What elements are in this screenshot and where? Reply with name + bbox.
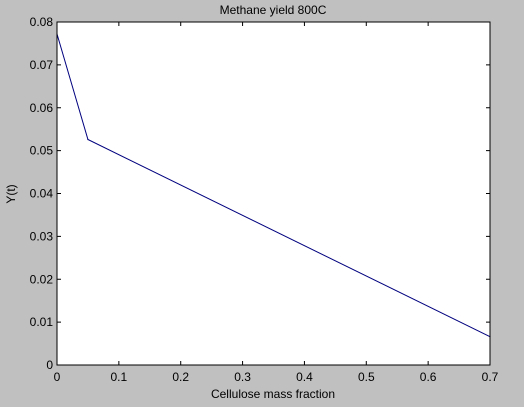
y-tick-label: 0.04 bbox=[30, 187, 54, 201]
y-tick-label: 0 bbox=[46, 358, 53, 372]
y-tick-label: 0.06 bbox=[30, 101, 54, 115]
x-tick-label: 0.4 bbox=[296, 370, 313, 384]
y-tick-label: 0.01 bbox=[30, 315, 54, 329]
axes-background bbox=[57, 22, 490, 365]
y-tick-label: 0.07 bbox=[30, 58, 54, 72]
y-tick-label: 0.05 bbox=[30, 144, 54, 158]
x-axis-label: Cellulose mass fraction bbox=[211, 387, 335, 401]
x-tick-label: 0.5 bbox=[358, 370, 375, 384]
y-axis-label: Y(t) bbox=[4, 184, 18, 203]
axes-frame bbox=[56, 21, 491, 366]
data-point bbox=[87, 138, 89, 141]
x-tick-label: 0.6 bbox=[420, 370, 437, 384]
y-tick-label: 0.08 bbox=[30, 15, 54, 29]
chart-title: Methane yield 800C bbox=[220, 3, 327, 17]
x-tick-label: 0.3 bbox=[234, 370, 251, 384]
y-tick-label: 0.03 bbox=[30, 229, 54, 243]
x-tick-label: 0.7 bbox=[482, 370, 499, 384]
x-tick-label: 0.2 bbox=[172, 370, 189, 384]
y-tick-label: 0.02 bbox=[30, 272, 54, 286]
x-tick-label: 0 bbox=[54, 370, 61, 384]
ticks-layer: 0 0.1 0.2 0.3 0.4 0.5 0.6 0.7 0 0.01 0.02 0.03 0.04 0… bbox=[30, 15, 499, 384]
x-tick-label: 0.1 bbox=[111, 370, 128, 384]
